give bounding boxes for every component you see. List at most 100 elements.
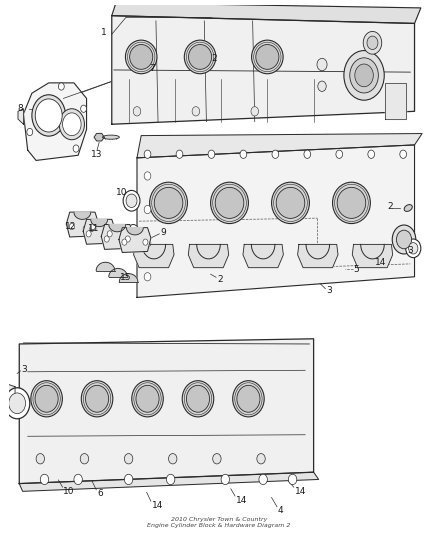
Polygon shape [109,269,127,277]
Ellipse shape [184,40,216,74]
Ellipse shape [195,54,205,63]
Text: 14: 14 [375,258,387,267]
Polygon shape [7,384,15,411]
Text: 2: 2 [217,275,223,284]
Ellipse shape [211,182,248,223]
Circle shape [251,107,258,116]
Ellipse shape [215,188,244,219]
Circle shape [304,150,311,158]
Circle shape [367,36,378,50]
Circle shape [144,239,151,247]
Circle shape [27,128,33,135]
Ellipse shape [251,40,283,74]
Text: 2010 Chrysler Town & Country
Engine Cylinder Block & Hardware Diagram 2: 2010 Chrysler Town & Country Engine Cyli… [147,517,291,528]
Ellipse shape [404,205,412,212]
Circle shape [133,107,141,116]
Polygon shape [137,134,422,158]
Circle shape [144,150,151,158]
Polygon shape [243,245,283,268]
Text: 14: 14 [295,487,306,496]
Text: 1: 1 [101,28,106,37]
Circle shape [59,109,85,140]
Circle shape [409,243,418,254]
Ellipse shape [188,45,212,69]
Text: 6: 6 [97,489,103,498]
Circle shape [221,474,230,484]
Circle shape [350,58,378,93]
Polygon shape [385,83,406,119]
Circle shape [40,474,49,484]
Polygon shape [112,3,421,23]
Ellipse shape [102,135,119,139]
Polygon shape [91,220,108,227]
Text: 10: 10 [64,487,75,496]
Polygon shape [137,145,414,297]
Circle shape [240,150,247,158]
Text: 10: 10 [116,188,128,197]
Circle shape [35,99,62,132]
Circle shape [107,231,112,237]
Circle shape [406,239,421,257]
Polygon shape [83,220,115,244]
Polygon shape [74,212,91,220]
Ellipse shape [125,40,157,74]
Circle shape [69,223,74,230]
Circle shape [213,454,221,464]
Circle shape [257,454,265,464]
Text: 9: 9 [160,228,166,237]
Ellipse shape [233,381,264,417]
Circle shape [318,81,326,92]
Text: 5: 5 [353,264,359,273]
Circle shape [9,393,25,414]
Circle shape [344,51,384,100]
Circle shape [368,150,374,158]
Circle shape [176,150,183,158]
Polygon shape [298,245,338,268]
Circle shape [363,31,382,54]
Circle shape [123,190,140,211]
Circle shape [392,225,416,254]
Circle shape [144,272,151,281]
Text: 7: 7 [149,64,155,73]
Circle shape [58,83,64,90]
Ellipse shape [154,188,183,219]
Circle shape [81,105,87,112]
Circle shape [86,231,91,237]
Text: 15: 15 [120,273,132,282]
Circle shape [144,205,151,214]
Polygon shape [24,83,87,160]
Polygon shape [112,15,414,124]
Ellipse shape [31,381,62,417]
Text: 3: 3 [21,365,27,374]
Circle shape [63,113,81,135]
Text: 8: 8 [17,104,23,113]
Circle shape [36,454,45,464]
Text: 2: 2 [212,54,218,63]
Circle shape [400,150,406,158]
Circle shape [166,474,175,484]
Ellipse shape [332,182,371,223]
Text: 3: 3 [117,233,123,243]
Circle shape [73,145,79,152]
Ellipse shape [81,381,113,417]
Polygon shape [18,109,24,124]
Circle shape [259,474,267,484]
Polygon shape [127,228,143,235]
Ellipse shape [256,45,279,69]
Text: 14: 14 [152,501,163,510]
Circle shape [143,239,148,245]
Polygon shape [94,133,104,141]
Polygon shape [119,273,138,282]
Ellipse shape [182,381,214,417]
Circle shape [126,194,137,207]
Circle shape [4,388,30,419]
Ellipse shape [150,182,187,223]
Circle shape [124,474,133,484]
Circle shape [317,58,327,71]
Circle shape [80,454,88,464]
Polygon shape [119,228,151,253]
Ellipse shape [35,385,58,412]
Ellipse shape [237,385,260,412]
Circle shape [127,224,139,239]
Ellipse shape [136,385,159,412]
